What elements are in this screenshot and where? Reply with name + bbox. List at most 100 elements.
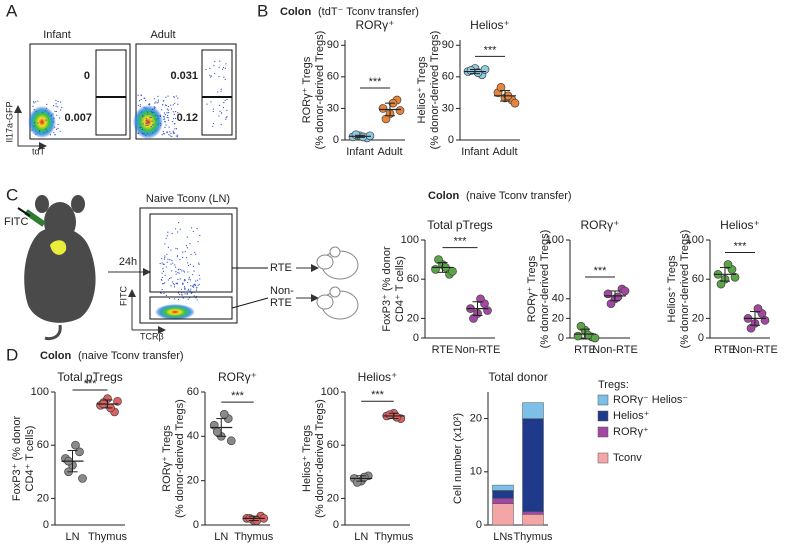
event bbox=[174, 128, 176, 130]
event bbox=[226, 109, 228, 111]
event bbox=[187, 271, 189, 273]
event bbox=[157, 117, 159, 120]
chart-title: Helios⁺ bbox=[358, 370, 398, 384]
event bbox=[155, 101, 157, 103]
event bbox=[163, 133, 166, 135]
event bbox=[140, 98, 142, 101]
mouse bbox=[17, 195, 96, 341]
event bbox=[183, 270, 185, 272]
x-tick-label: Non-RTE bbox=[732, 344, 778, 356]
plot-title: Naive Tconv (LN) bbox=[146, 193, 230, 205]
x-tick-label: Adult bbox=[492, 146, 517, 158]
dot bbox=[395, 106, 405, 115]
event bbox=[166, 235, 168, 237]
event bbox=[165, 266, 167, 268]
event bbox=[160, 109, 163, 111]
event bbox=[147, 124, 149, 127]
event bbox=[162, 270, 165, 272]
event bbox=[217, 91, 219, 93]
dot bbox=[723, 260, 733, 269]
y-tick-label: 100 bbox=[321, 386, 339, 398]
event bbox=[186, 236, 188, 238]
bar-segment bbox=[492, 484, 514, 491]
event bbox=[148, 103, 150, 105]
events bbox=[159, 222, 201, 301]
dot bbox=[496, 83, 506, 92]
x-tick-label: Infant bbox=[346, 146, 374, 158]
event bbox=[175, 282, 177, 285]
event bbox=[150, 116, 152, 118]
y-axis-label: (% donor-derived Tregs) bbox=[539, 230, 551, 349]
event bbox=[42, 111, 44, 114]
event bbox=[180, 288, 183, 290]
gate bbox=[95, 49, 127, 136]
event bbox=[173, 284, 176, 286]
y-tick-label: 20 bbox=[407, 312, 419, 324]
event bbox=[53, 132, 55, 134]
event bbox=[143, 106, 145, 109]
y-tick-label: 60 bbox=[442, 71, 454, 83]
event bbox=[47, 113, 49, 115]
event bbox=[167, 231, 169, 233]
y-tick-label: 100 bbox=[401, 234, 419, 246]
event bbox=[198, 263, 200, 265]
heading: (naive Tconv transfer) bbox=[78, 350, 184, 362]
y-tick-label: 100 bbox=[686, 234, 704, 246]
event bbox=[176, 282, 178, 284]
event bbox=[55, 128, 58, 130]
legend-swatch bbox=[597, 394, 609, 406]
plot-title: Adult bbox=[150, 29, 175, 41]
y-axis-label: Helios⁺ Tregs bbox=[301, 425, 313, 492]
event bbox=[193, 295, 195, 297]
event bbox=[212, 110, 214, 113]
event bbox=[225, 117, 227, 119]
event bbox=[223, 76, 225, 78]
event bbox=[179, 228, 181, 230]
event bbox=[137, 104, 140, 107]
x-tick-label: LN bbox=[65, 531, 79, 543]
chart-title: Total pTregs bbox=[57, 370, 123, 384]
y-axis-label: RORγ⁺ Tregs bbox=[301, 56, 313, 123]
y-tick-label: 20 bbox=[327, 492, 339, 504]
y-axis-label: (% donor-derived Tregs) bbox=[429, 31, 441, 150]
event bbox=[190, 292, 192, 294]
y-tick-label: 90 bbox=[442, 39, 454, 51]
event bbox=[162, 133, 165, 135]
event bbox=[164, 114, 166, 116]
event bbox=[182, 256, 184, 258]
event bbox=[60, 101, 62, 103]
event bbox=[175, 135, 177, 137]
event bbox=[170, 285, 172, 287]
x-tick-label: LN bbox=[354, 531, 368, 543]
event bbox=[196, 299, 198, 301]
gate-value: 0.031 bbox=[170, 70, 198, 82]
event bbox=[145, 119, 148, 121]
dot bbox=[219, 409, 229, 419]
panel-letter: D bbox=[6, 345, 18, 364]
event bbox=[164, 120, 166, 123]
event bbox=[157, 101, 160, 103]
event bbox=[161, 279, 163, 281]
event bbox=[161, 257, 163, 260]
event bbox=[182, 283, 184, 285]
y-tick-label: 20 bbox=[692, 312, 704, 324]
event bbox=[57, 127, 59, 130]
event bbox=[167, 95, 169, 97]
event bbox=[174, 264, 176, 266]
event bbox=[219, 60, 221, 62]
event bbox=[218, 76, 220, 78]
event bbox=[153, 106, 155, 108]
event bbox=[164, 255, 166, 257]
event bbox=[184, 287, 186, 289]
bar-segment bbox=[522, 514, 544, 526]
event bbox=[206, 103, 208, 105]
mouse-icon bbox=[316, 246, 359, 320]
event bbox=[45, 110, 47, 112]
event bbox=[169, 131, 171, 133]
x-tick-label: Thymus bbox=[88, 531, 128, 543]
y-tick-label: 20 bbox=[187, 475, 199, 487]
gate bbox=[201, 49, 233, 136]
dot bbox=[576, 321, 586, 331]
y-tick-label: 100 bbox=[546, 234, 564, 246]
y-tick-label: 20 bbox=[37, 492, 49, 504]
